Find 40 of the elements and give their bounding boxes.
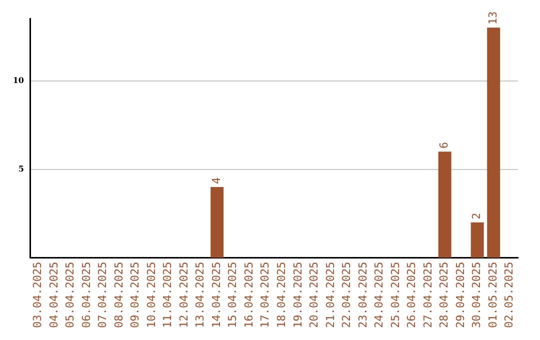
bar <box>470 222 484 258</box>
y-tick-label: 10 <box>12 74 24 85</box>
bar <box>487 28 500 258</box>
x-tick-label: 21.04.2025 <box>324 262 337 328</box>
x-tick-label: 26.04.2025 <box>405 262 418 328</box>
x-tick-label: 15.04.2025 <box>226 262 240 328</box>
x-tick-label: 27.04.2025 <box>421 262 434 328</box>
data-label: 4 <box>210 176 223 184</box>
x-tick-label: 06.04.2025 <box>80 262 93 328</box>
x-tick-label: 01.05.2025 <box>486 262 500 328</box>
x-tick-label: 12.04.2025 <box>177 262 190 328</box>
x-tick-label: 16.04.2025 <box>242 262 256 328</box>
x-tick-label: 25.04.2025 <box>388 262 402 328</box>
x-tick-label: 14.04.2025 <box>210 262 223 328</box>
x-tick-label: 09.04.2025 <box>128 262 142 328</box>
x-tick-label: 23.04.2025 <box>356 262 370 328</box>
x-tick-label: 05.04.2025 <box>64 262 77 328</box>
x-tick-label: 07.04.2025 <box>96 262 110 328</box>
x-tick-label: 04.04.2025 <box>47 262 60 328</box>
x-tick-label: 19.04.2025 <box>291 262 304 328</box>
y-tick-label: 5 <box>18 163 24 174</box>
x-tick-label: 03.04.2025 <box>30 262 44 328</box>
data-label: 13 <box>486 11 500 25</box>
x-tick-label: 17.04.2025 <box>258 262 272 328</box>
x-tick-label: 18.04.2025 <box>274 262 288 328</box>
x-tick-label: 13.04.2025 <box>194 262 207 328</box>
x-tick-label: 29.04.2025 <box>454 262 467 328</box>
x-tick-label: 11.04.2025 <box>161 262 174 328</box>
x-tick-label: 24.04.2025 <box>372 262 386 328</box>
bar <box>210 186 224 258</box>
x-tick-label: 28.04.2025 <box>438 262 451 328</box>
x-tick-label: 30.04.2025 <box>470 262 484 328</box>
x-tick-label: 20.04.2025 <box>308 262 321 328</box>
data-label: 2 <box>470 212 484 220</box>
x-tick-label: 08.04.2025 <box>112 262 126 328</box>
x-tick-label: 22.04.2025 <box>340 262 354 328</box>
x-tick-label: 10.04.2025 <box>144 262 158 328</box>
x-tick-label: 02.05.2025 <box>502 262 516 328</box>
data-label: 6 <box>438 142 451 149</box>
bar <box>438 152 452 258</box>
